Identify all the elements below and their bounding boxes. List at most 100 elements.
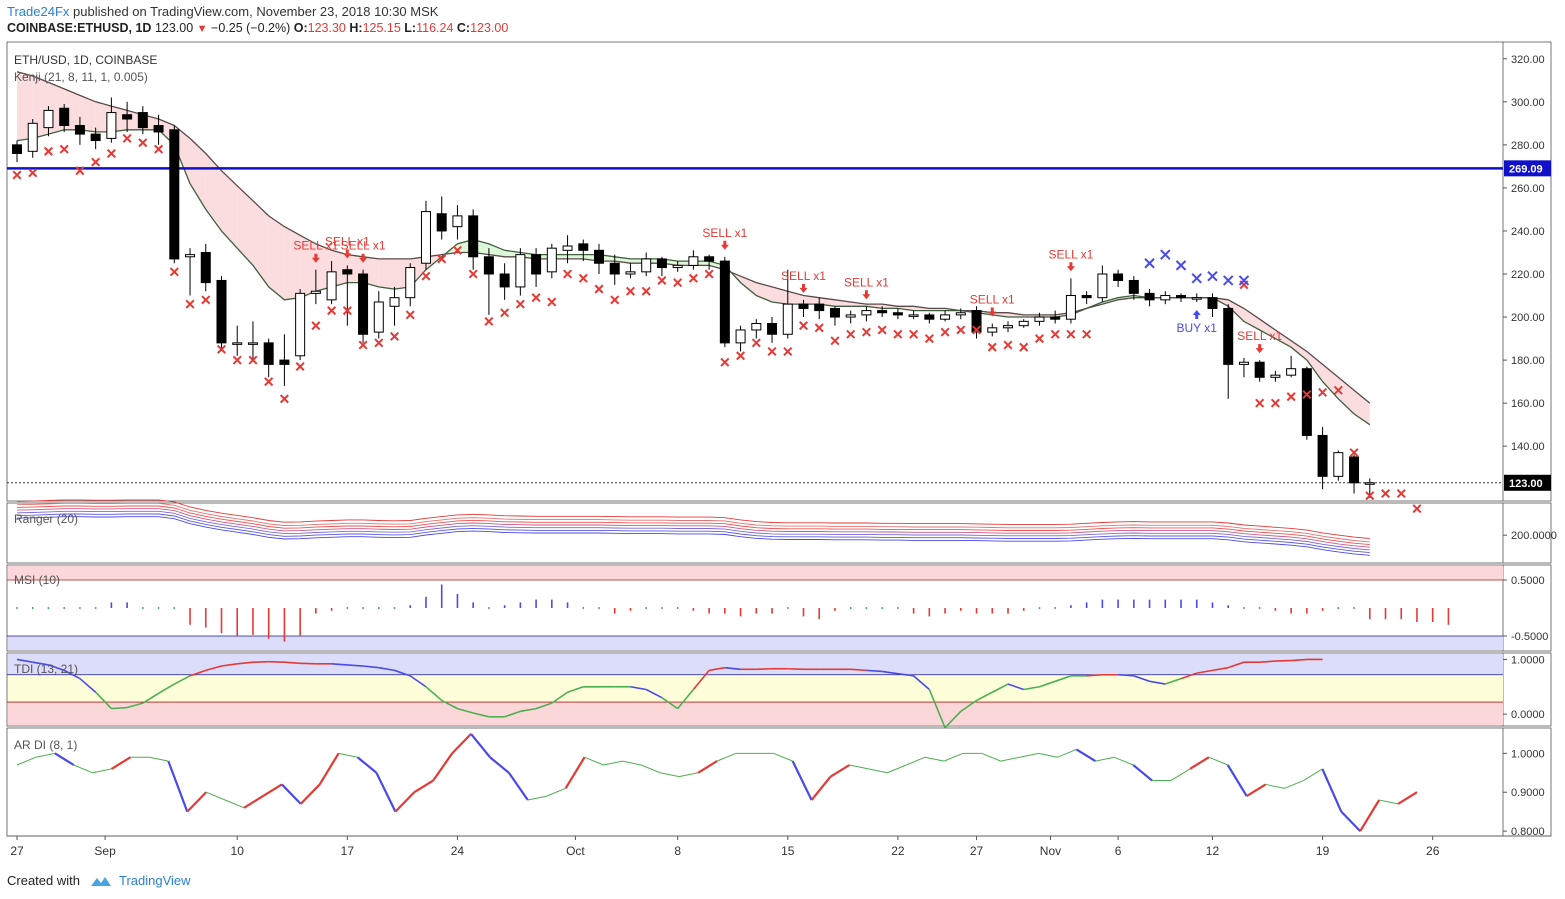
sell-x-marker <box>264 377 274 387</box>
sell-x-marker <box>232 355 242 365</box>
sell-x-marker <box>452 245 462 255</box>
ardi-line-segment <box>1208 756 1228 766</box>
tdi-line-segment <box>95 691 112 710</box>
buy-x-marker <box>1207 270 1218 282</box>
sell-signal-label: SELL x1 <box>702 226 747 240</box>
tdi-line-segment <box>1023 685 1040 691</box>
sell-signal-label: SELL x1 <box>781 269 826 283</box>
sell-x-marker <box>861 327 871 337</box>
sell-x-marker <box>515 299 525 309</box>
sell-x-marker <box>720 357 730 367</box>
pane-frame-tdi <box>6 652 1552 727</box>
ardi-line-segment <box>1057 748 1077 758</box>
candle-body <box>1270 374 1281 378</box>
candle-body <box>468 215 479 258</box>
candle-body <box>358 273 369 335</box>
tdi-line-segment <box>913 675 930 691</box>
tdi-line-segment <box>661 697 679 710</box>
candle-body <box>1018 320 1029 327</box>
tdi-line-segment <box>1180 672 1198 680</box>
y-tick-label: 320.00 <box>1511 54 1545 66</box>
tdi-title: TDI (13, 21) <box>14 662 78 676</box>
candle-body <box>373 301 384 333</box>
sell-x-marker <box>625 286 635 296</box>
ardi-line-segment <box>1075 748 1096 763</box>
sell-x-marker <box>956 325 966 335</box>
sell-x-marker <box>12 170 22 180</box>
candle-body <box>892 312 903 316</box>
tdi-line-segment <box>347 664 364 667</box>
sell-arrow-icon <box>343 249 352 259</box>
pane-frame-main <box>6 41 1552 502</box>
kenji-cloud-segment <box>1275 329 1292 348</box>
tdi-line-segment <box>692 669 710 691</box>
ardi-line-segment <box>73 764 93 774</box>
ardi-line-segment <box>981 752 1001 762</box>
down-arrow-icon: ▼ <box>196 23 208 35</box>
tdi-line-segment <box>756 667 773 671</box>
ardi-line-segment <box>167 760 189 813</box>
candle-body <box>625 271 636 275</box>
main-pane-title: ETH/USD, 1D, COINBASE <box>14 53 157 67</box>
candle-body <box>594 249 605 264</box>
sell-arrow-icon <box>1255 344 1264 354</box>
ardi-line-segment <box>1189 756 1210 770</box>
tdi-line-segment <box>331 663 348 666</box>
ardi-line-segment <box>35 752 55 758</box>
y-tick-label: 160.00 <box>1511 398 1545 410</box>
kenji-cloud-segment <box>1291 340 1307 361</box>
kenji-slow-line <box>16 71 1371 404</box>
sell-x-marker <box>468 269 478 279</box>
low-label: L: <box>404 21 417 35</box>
tdi-mid-zone <box>8 674 1503 703</box>
sell-x-marker <box>358 340 368 350</box>
candle-body <box>310 290 321 294</box>
y-tick-label: 1.0000 <box>1511 654 1545 666</box>
sell-x-marker <box>1318 387 1328 397</box>
ardi-line-segment <box>1303 768 1323 781</box>
sell-x-marker <box>688 273 698 283</box>
candle-body <box>578 243 589 251</box>
sell-x-marker <box>374 338 384 348</box>
sell-x-marker <box>1019 342 1029 352</box>
ranger-band-line <box>16 499 1370 539</box>
ardi-line-segment <box>1038 752 1058 758</box>
ardi-line-segment <box>1321 768 1343 813</box>
ardi-line-segment <box>111 756 132 770</box>
candle-body <box>1002 325 1013 329</box>
ardi-line-segment <box>679 772 699 778</box>
kenji-cloud-segment <box>488 243 505 257</box>
sell-x-marker <box>1302 390 1312 400</box>
author-link[interactable]: Trade24Fx <box>7 4 70 19</box>
tdi-line-segment <box>1039 680 1056 688</box>
tdi-line-segment <box>142 692 159 704</box>
candle-body <box>279 359 290 365</box>
x-tick-label: 24 <box>451 844 465 858</box>
kenji-cloud-segment <box>772 286 788 305</box>
candle-body <box>200 251 211 284</box>
ardi-line-segment <box>1246 783 1267 798</box>
ardi-line-segment <box>149 756 169 762</box>
sell-signal-label: SELL x1 <box>341 239 386 253</box>
candle-body <box>59 107 70 126</box>
sell-x-marker <box>909 329 919 339</box>
sell-x-marker <box>248 355 258 365</box>
ardi-line-segment <box>773 752 793 762</box>
sell-x-marker <box>91 157 101 167</box>
sell-x-marker <box>1003 340 1013 350</box>
kenji-cloud-segment <box>221 170 238 249</box>
tdi-line-segment <box>79 677 97 693</box>
tradingview-link[interactable]: TradingView <box>119 873 191 888</box>
candle-body <box>1223 307 1234 365</box>
sell-x-marker <box>122 133 132 143</box>
candle-body <box>845 314 856 318</box>
ardi-line-segment <box>1340 810 1362 832</box>
ardi-line-segment <box>338 752 358 758</box>
sell-x-marker <box>327 306 337 316</box>
candle-body <box>436 213 447 232</box>
y-tick-label: 220.00 <box>1511 269 1545 281</box>
published-text: published on TradingView.com, November 2… <box>73 4 439 19</box>
candle-body <box>1301 368 1312 436</box>
kenji-cloud-segment <box>190 138 206 210</box>
